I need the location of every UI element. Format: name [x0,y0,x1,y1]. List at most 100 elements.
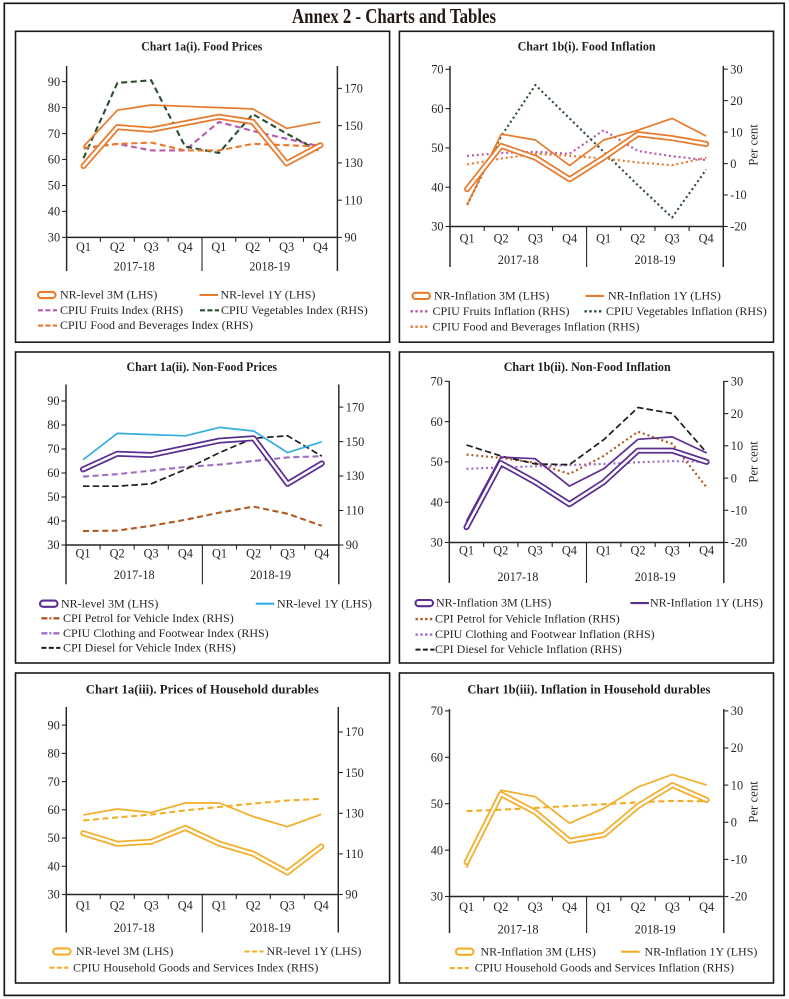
svg-text:10: 10 [731,778,743,792]
svg-text:30: 30 [431,536,443,550]
svg-text:2017-18: 2017-18 [497,570,538,584]
svg-text:Q3: Q3 [528,900,543,914]
svg-text:90: 90 [48,75,60,89]
svg-text:10: 10 [730,125,742,139]
svg-text:Q3: Q3 [665,900,680,914]
svg-text:2017-18: 2017-18 [498,922,539,936]
svg-text:80: 80 [47,418,59,432]
svg-text:2018-19: 2018-19 [250,568,291,582]
svg-text:70: 70 [431,63,443,77]
svg-text:Q3: Q3 [279,240,294,254]
svg-text:0: 0 [731,816,737,830]
svg-text:170: 170 [346,400,364,414]
svg-text:90: 90 [345,888,357,902]
svg-text:Q1: Q1 [212,547,227,561]
svg-text:-10: -10 [731,504,747,518]
svg-text:90: 90 [346,538,358,552]
svg-text:NR-Inflation 1Y (LHS): NR-Inflation 1Y (LHS) [645,944,758,958]
svg-text:NR-Inflation 3M (LHS): NR-Inflation 3M (LHS) [481,944,596,958]
svg-text:Q2: Q2 [630,544,645,558]
svg-text:Q1: Q1 [75,547,90,561]
svg-text:Q2: Q2 [493,900,508,914]
svg-text:2018-19: 2018-19 [249,260,290,274]
svg-text:30: 30 [731,375,743,389]
svg-text:30: 30 [48,231,60,245]
svg-text:50: 50 [47,490,59,504]
svg-text:40: 40 [431,843,443,857]
svg-text:Q2: Q2 [110,547,125,561]
svg-text:Q4: Q4 [314,899,329,913]
svg-text:CPIU Household Goods and Servi: CPIU Household Goods and Services Inflat… [475,961,734,975]
svg-text:40: 40 [47,514,59,528]
svg-text:Q2: Q2 [630,232,645,246]
svg-text:CPI Petrol for Vehicle Index (: CPI Petrol for Vehicle Index (RHS) [63,611,234,625]
svg-text:Q1: Q1 [596,232,611,246]
svg-text:2018-19: 2018-19 [635,922,676,936]
svg-text:90: 90 [344,231,356,245]
svg-text:30: 30 [730,62,742,76]
svg-text:Q1: Q1 [596,544,611,558]
svg-text:50: 50 [48,831,60,845]
svg-text:Q1: Q1 [459,900,474,914]
svg-text:Chart 1a(iii). Prices of House: Chart 1a(iii). Prices of Household durab… [86,683,319,697]
svg-text:150: 150 [346,435,364,449]
svg-text:CPIU Fruits Index (RHS): CPIU Fruits Index (RHS) [60,303,183,317]
svg-text:20: 20 [731,741,743,755]
svg-text:110: 110 [345,847,363,861]
svg-text:30: 30 [731,704,743,718]
svg-text:-10: -10 [730,188,746,202]
svg-text:90: 90 [47,394,59,408]
svg-text:Q4: Q4 [178,899,193,913]
svg-text:Q2: Q2 [110,240,125,254]
svg-text:20: 20 [730,94,742,108]
svg-text:80: 80 [48,747,60,761]
svg-text:Q4: Q4 [562,900,577,914]
svg-text:Chart 1b(i). Food Inflation: Chart 1b(i). Food Inflation [518,39,656,53]
svg-text:2017-18: 2017-18 [114,921,155,935]
svg-text:60: 60 [431,102,443,116]
svg-text:NR-level 1Y (LHS): NR-level 1Y (LHS) [277,596,372,610]
svg-text:40: 40 [48,205,60,219]
svg-text:NR-level 3M (LHS): NR-level 3M (LHS) [61,596,158,610]
svg-text:Q3: Q3 [528,544,543,558]
svg-text:2018-19: 2018-19 [250,921,291,935]
svg-text:130: 130 [346,469,364,483]
svg-text:2017-18: 2017-18 [114,260,155,274]
svg-text:60: 60 [48,153,60,167]
svg-text:170: 170 [345,725,363,739]
svg-text:Q1: Q1 [211,240,226,254]
svg-text:Q3: Q3 [280,899,295,913]
svg-text:Chart 1b(ii). Non-Food Inflati: Chart 1b(ii). Non-Food Inflation [504,360,671,374]
svg-text:70: 70 [48,775,60,789]
svg-text:Q3: Q3 [665,232,680,246]
svg-text:130: 130 [344,156,362,170]
svg-text:0: 0 [731,471,737,485]
svg-text:110: 110 [346,504,364,518]
svg-text:NR-level 1Y (LHS): NR-level 1Y (LHS) [221,288,316,302]
svg-text:CPI Diesel for Vehicle Index (: CPI Diesel for Vehicle Index (RHS) [63,641,236,655]
svg-text:130: 130 [345,807,363,821]
svg-text:NR-level 3M (LHS): NR-level 3M (LHS) [60,288,157,302]
svg-text:30: 30 [47,538,59,552]
svg-text:Q1: Q1 [459,544,474,558]
svg-text:80: 80 [48,101,60,115]
svg-text:Q1: Q1 [76,240,91,254]
svg-text:Chart 1a(i). Food Prices: Chart 1a(i). Food Prices [141,39,262,53]
svg-text:150: 150 [345,766,363,780]
svg-text:70: 70 [431,375,443,389]
svg-text:50: 50 [431,797,443,811]
svg-text:-10: -10 [731,853,747,867]
svg-text:-20: -20 [730,220,746,234]
svg-text:NR-Inflation 3M (LHS): NR-Inflation 3M (LHS) [434,289,549,303]
svg-text:Q4: Q4 [314,547,329,561]
svg-text:60: 60 [431,751,443,765]
svg-text:Q4: Q4 [178,240,193,254]
svg-text:30: 30 [431,220,443,234]
svg-text:NR-level 1Y (LHS): NR-level 1Y (LHS) [267,944,362,958]
svg-text:Q1: Q1 [76,899,91,913]
svg-text:Chart 1a(ii). Non-Food Prices: Chart 1a(ii). Non-Food Prices [127,360,278,374]
svg-text:Q4: Q4 [313,240,328,254]
svg-text:50: 50 [431,141,443,155]
svg-text:2018-19: 2018-19 [635,570,676,584]
svg-text:40: 40 [48,860,60,874]
